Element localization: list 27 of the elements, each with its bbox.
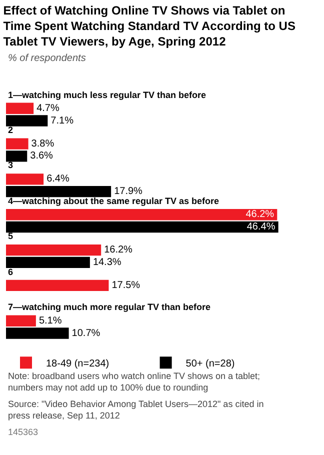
data-label: 46.2%	[246, 209, 274, 220]
y-tick-label: 2	[8, 125, 14, 135]
data-label: 14.3%	[92, 256, 122, 268]
data-label: 5.1%	[38, 315, 62, 326]
data-label: 7.1%	[50, 115, 74, 126]
y-tick-label: 7—watching much more regular TV than before	[8, 302, 211, 312]
data-label: 10.7%	[72, 328, 100, 339]
chart-subtitle: % of respondents	[8, 53, 86, 64]
y-tick-label: 5	[8, 231, 14, 241]
data-label: 3.6%	[30, 150, 54, 162]
legend-label: 50+ (n=28)	[186, 358, 235, 370]
data-label: 16.2%	[104, 244, 133, 256]
y-tick-label: 4—watching about the same regular TV as before	[8, 196, 220, 206]
y-tick-label: 1—watching much less regular TV than before	[8, 90, 206, 100]
legend-label: 18-49 (n=234)	[46, 358, 110, 370]
data-label: 4.7%	[36, 102, 60, 114]
y-tick-label: 3	[8, 160, 14, 170]
data-label: 3.8%	[31, 138, 54, 150]
source-note: Source: "Video Behavior Among Tablet Users—2012" as cited in press release, Sep 11, 2012	[8, 399, 264, 421]
data-label: 6.4%	[46, 174, 70, 185]
data-label: 17.9%	[114, 186, 143, 198]
data-label: 17.5%	[112, 280, 140, 291]
chart-title: Effect of Watching Online TV Shows via Tablet on Time Spent Watching Standard TV According to US Tablet TV Viewers, by Age, Spring 2012	[3, 3, 296, 49]
text: Note: broadband users who watch online TV shows on a tablet; numbers may not add up to 100% due to rounding	[8, 371, 260, 393]
data-label: 46.4%	[246, 222, 276, 233]
y-tick-label: 6	[8, 267, 14, 277]
text: 145363	[8, 427, 38, 437]
